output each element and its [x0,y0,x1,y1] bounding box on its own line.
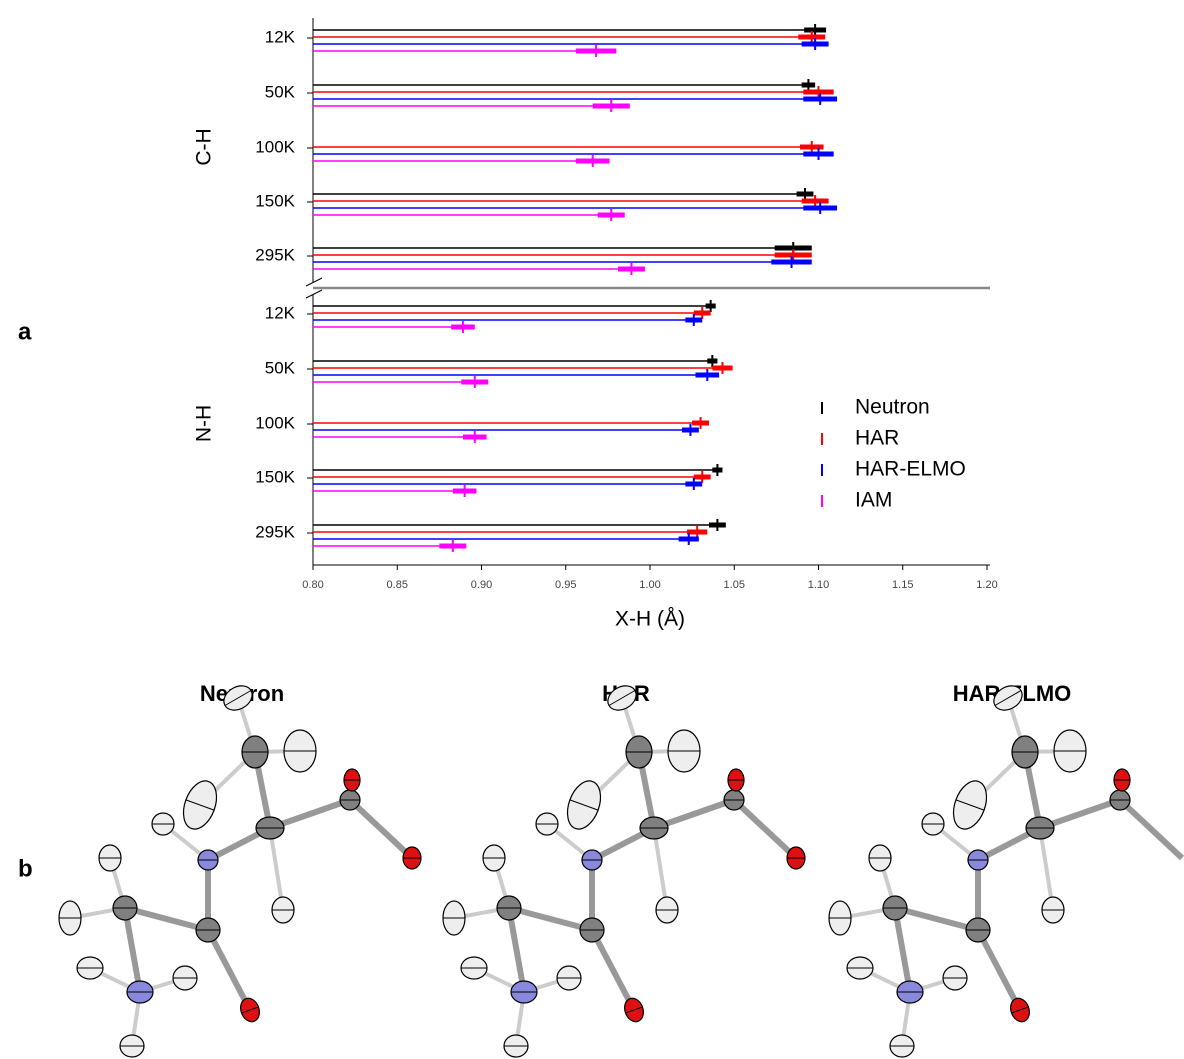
x-tick-label: 1.15 [892,579,913,591]
legend-label: HAR [855,427,899,450]
x-axis-label: X-H (Å) [615,608,685,631]
figure: a b X-H (Å) NeutronHARHAR-ELMO 0.800.850… [0,0,1184,1059]
x-tick-label: 1.10 [808,579,829,591]
bond [208,930,250,1010]
category-label: 12K [265,303,296,322]
category-label: 100K [255,413,295,432]
x-tick-label: 1.05 [724,579,745,591]
bond [1120,800,1182,858]
bond [125,908,208,930]
category-label: 50K [265,82,296,101]
bond [734,800,796,858]
legend-label: HAR-ELMO [855,458,966,481]
bond [895,908,910,992]
bond [350,800,412,858]
bond [509,908,592,930]
category-label: 295K [255,522,295,541]
legend-label: Neutron [855,396,930,419]
category-label: 150K [255,467,295,486]
x-tick-label: 1.20 [976,579,997,591]
panel-label: a [18,318,32,345]
legend-label: IAM [855,489,892,512]
category-label: 50K [265,358,296,377]
axis-break [306,278,322,286]
bond [978,930,1020,1010]
panel-label: b [18,855,33,882]
x-tick-label: 0.95 [555,579,576,591]
category-label: 100K [255,137,295,156]
category-label: 12K [265,27,296,46]
bond [509,908,524,992]
bond [592,930,634,1010]
axis-break [306,290,322,298]
bond [895,908,978,930]
x-tick-label: 0.90 [471,579,492,591]
x-tick-label: 0.85 [387,579,408,591]
x-tick-label: 0.80 [302,579,323,591]
category-label: 295K [255,245,295,264]
group-label: N-H [193,405,216,442]
category-label: 150K [255,191,295,210]
group-label: C-H [193,128,216,165]
x-tick-label: 1.00 [639,579,660,591]
bond [125,908,140,992]
